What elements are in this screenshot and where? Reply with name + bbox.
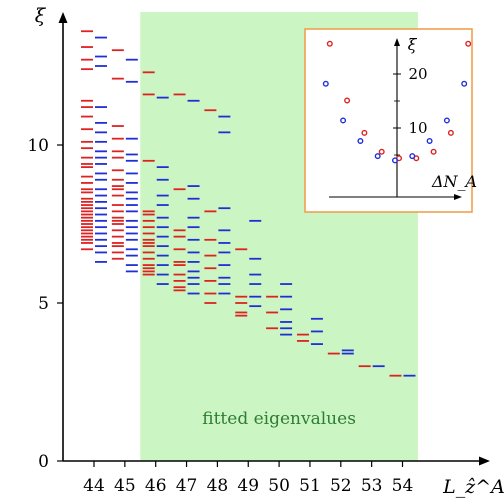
inset-point-blue	[426, 137, 433, 144]
x-tick-label: 46	[145, 476, 167, 496]
x-tick-label: 54	[392, 476, 414, 496]
inset-point-red	[378, 148, 385, 155]
x-tick-label: 47	[176, 476, 198, 496]
x-tick-label: 52	[330, 476, 352, 496]
inset-x-axis-title: ΔN_A	[431, 172, 477, 191]
inset-point-blue	[461, 80, 468, 87]
inset-y-axis-title: ξ	[408, 35, 418, 54]
inset-y-tick-label: 10	[408, 119, 427, 137]
inset-point-blue	[357, 137, 364, 144]
x-tick-label: 53	[361, 476, 383, 496]
inset-point-red	[326, 40, 333, 47]
inset-x-axis-arrow	[454, 194, 462, 200]
x-tick-label: 48	[207, 476, 229, 496]
y-axis-title: ξ	[35, 5, 47, 27]
inset-point-blue	[443, 117, 450, 124]
fitted-region-label: fitted eigenvalues	[202, 409, 356, 429]
inset-y-tick-label: 20	[408, 65, 427, 83]
inset-point-blue	[340, 117, 347, 124]
y-axis-arrow	[58, 12, 68, 23]
x-tick-label: 50	[268, 476, 290, 496]
inset-y-axis-arrow	[394, 38, 400, 46]
inset-point-red	[361, 129, 368, 136]
inset-point-blue	[392, 157, 399, 164]
x-tick-label: 45	[114, 476, 136, 496]
inset-point-red	[430, 148, 437, 155]
inset-point-blue	[409, 153, 416, 160]
y-tick-label: 10	[27, 136, 49, 156]
x-axis-arrow	[479, 456, 490, 466]
inset-point-red	[344, 97, 351, 104]
y-tick-label: 0	[38, 452, 49, 472]
x-tick-label: 44	[83, 476, 105, 496]
inset-point-red	[447, 129, 454, 136]
x-tick-label: 49	[237, 476, 259, 496]
inset-point-blue	[322, 80, 329, 87]
x-tick-label: 51	[299, 476, 321, 496]
y-tick-label: 5	[38, 294, 49, 314]
inset-point-blue	[374, 153, 381, 160]
x-axis-title: L_ẑ^A	[442, 476, 504, 498]
inset-point-red	[465, 40, 472, 47]
inset-chart: 10 20 ξ ΔN_A	[304, 28, 477, 213]
